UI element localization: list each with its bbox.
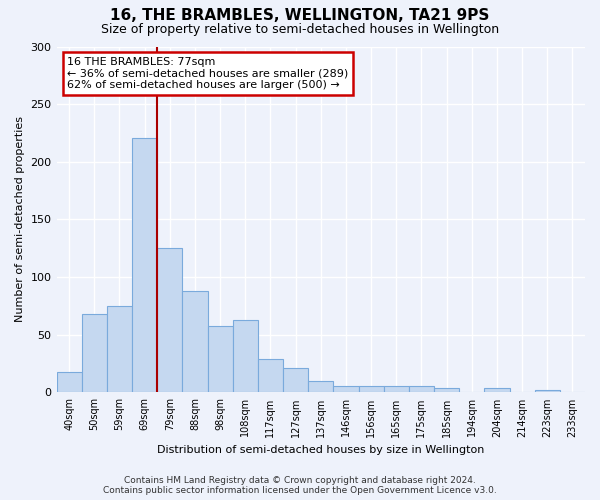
Bar	[383, 386, 409, 392]
Bar	[208, 326, 233, 392]
Bar	[82, 314, 107, 392]
Text: 16 THE BRAMBLES: 77sqm
← 36% of semi-detached houses are smaller (289)
62% of se: 16 THE BRAMBLES: 77sqm ← 36% of semi-det…	[67, 57, 349, 90]
Bar	[334, 386, 359, 392]
Bar	[434, 388, 459, 392]
Bar	[157, 248, 182, 392]
Bar	[308, 381, 334, 392]
Bar	[107, 306, 132, 392]
Bar	[535, 390, 560, 392]
Bar	[484, 388, 509, 392]
Bar	[258, 359, 283, 392]
Text: Size of property relative to semi-detached houses in Wellington: Size of property relative to semi-detach…	[101, 22, 499, 36]
Bar	[359, 386, 383, 392]
Bar	[132, 138, 157, 392]
Bar	[182, 291, 208, 392]
Bar	[283, 368, 308, 392]
Bar	[56, 372, 82, 392]
Bar	[233, 320, 258, 392]
Bar	[409, 386, 434, 392]
Text: 16, THE BRAMBLES, WELLINGTON, TA21 9PS: 16, THE BRAMBLES, WELLINGTON, TA21 9PS	[110, 8, 490, 22]
Text: Contains HM Land Registry data © Crown copyright and database right 2024.
Contai: Contains HM Land Registry data © Crown c…	[103, 476, 497, 495]
Y-axis label: Number of semi-detached properties: Number of semi-detached properties	[15, 116, 25, 322]
X-axis label: Distribution of semi-detached houses by size in Wellington: Distribution of semi-detached houses by …	[157, 445, 484, 455]
